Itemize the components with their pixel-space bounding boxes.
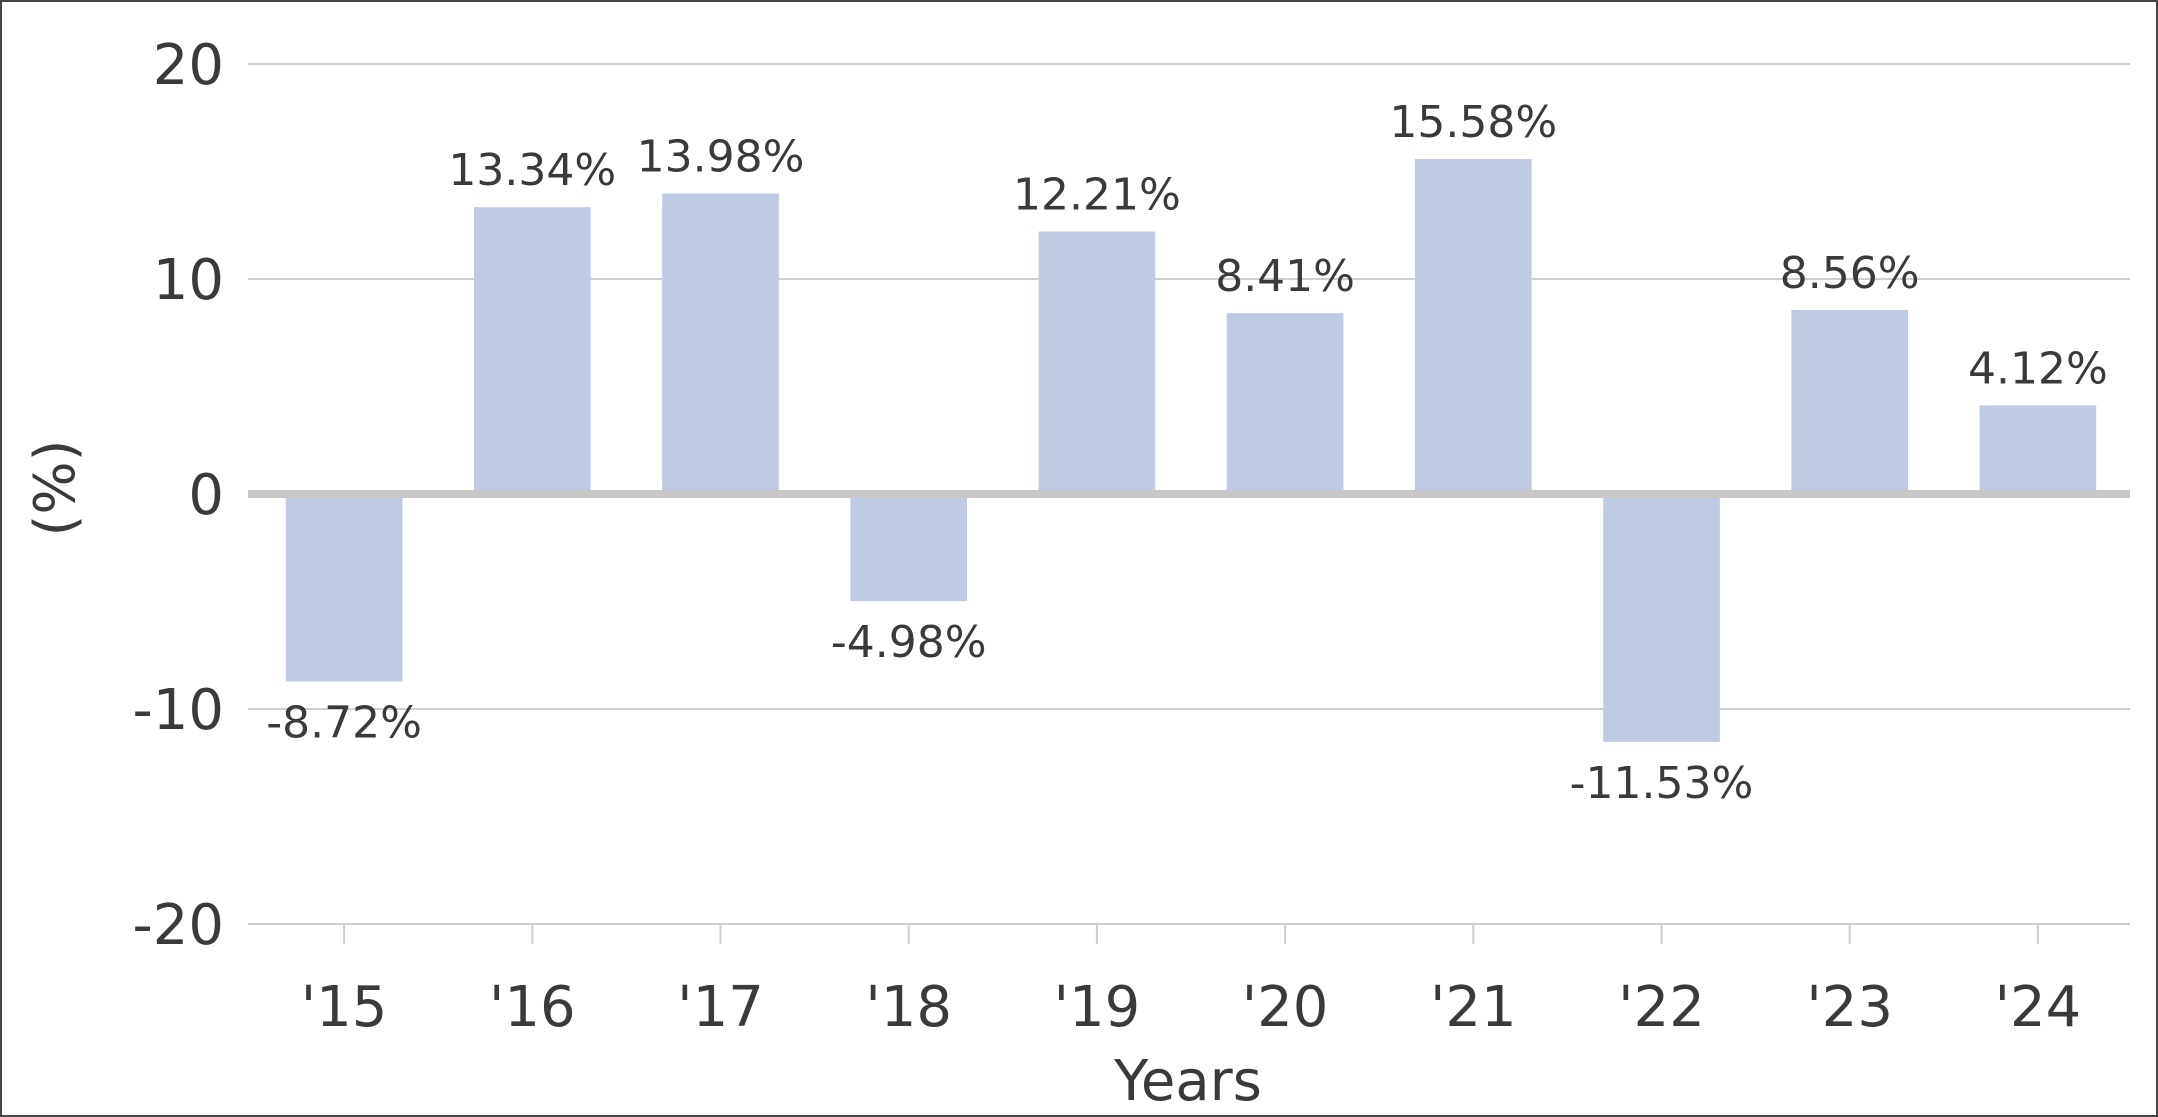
x-tick-label: '23: [1806, 975, 1893, 1040]
data-label: -11.53%: [1570, 758, 1754, 809]
bar: [1979, 405, 2097, 494]
bar: [1603, 494, 1720, 742]
y-tick-label: -10: [133, 678, 224, 743]
data-label: 13.34%: [448, 145, 616, 196]
data-label: 13.98%: [637, 131, 805, 182]
bar: [1414, 159, 1532, 494]
x-tick-label: '21: [1430, 975, 1517, 1040]
y-axis-title: (%): [23, 440, 88, 537]
data-label: 4.12%: [1968, 343, 2108, 394]
x-tick-label: '19: [1054, 975, 1141, 1040]
data-labels: -8.72% 13.34% 13.98% -4.98% 12.21% 8.41% 15.58…: [266, 97, 2108, 809]
x-axis-title: Years: [1113, 1049, 1262, 1114]
x-tick-labels: '15 '16 '17 '18 '19 '20 '21 '22 '23 '24: [301, 975, 2081, 1040]
data-label: -8.72%: [266, 697, 422, 748]
bar: [662, 193, 779, 494]
y-tick-labels: -20 -10 0 10 20: [133, 33, 224, 958]
bar: [285, 494, 403, 682]
bar: [850, 494, 968, 602]
y-tick-label: 10: [153, 248, 224, 313]
bar: [473, 207, 591, 494]
y-tick-label: -20: [133, 893, 224, 958]
bar: [1791, 309, 1909, 494]
y-tick-label: 0: [188, 463, 224, 528]
x-tick-label: '17: [677, 975, 764, 1040]
x-tick-label: '24: [1995, 975, 2082, 1040]
data-label: -4.98%: [831, 617, 987, 668]
x-tick-label: '20: [1242, 975, 1329, 1040]
bar: [1038, 231, 1156, 495]
data-label: 15.58%: [1389, 97, 1557, 148]
x-ticks: [343, 924, 2039, 944]
data-label: 12.21%: [1013, 169, 1181, 220]
data-label: 8.41%: [1215, 251, 1355, 302]
x-tick-label: '22: [1618, 975, 1705, 1040]
x-tick-label: '16: [489, 975, 576, 1040]
x-tick-label: '18: [865, 975, 952, 1040]
data-label: 8.56%: [1780, 248, 1920, 299]
bars: [285, 159, 2097, 742]
y-tick-label: 20: [153, 33, 224, 98]
bar: [1226, 313, 1344, 494]
x-tick-label: '15: [301, 975, 388, 1040]
